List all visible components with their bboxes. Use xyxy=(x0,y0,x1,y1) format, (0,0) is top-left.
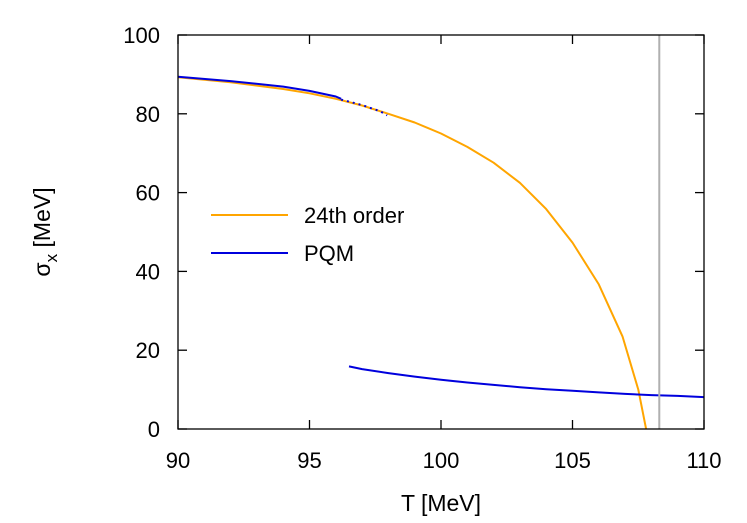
x-axis-label: T [MeV] xyxy=(401,490,481,516)
y-tick-label-0: 0 xyxy=(148,417,160,442)
series-layer xyxy=(178,75,704,429)
y-tick-label-100: 100 xyxy=(123,23,160,48)
y-ticks: 0 20 40 60 80 100 xyxy=(123,23,704,442)
x-tick-label-95: 95 xyxy=(297,448,321,473)
y-axis-label-unit: [MeV] xyxy=(29,187,55,253)
y-tick-label-40: 40 xyxy=(136,259,160,284)
legend-label-pqm: PQM xyxy=(304,241,354,266)
plot-frame xyxy=(177,34,705,430)
legend-label-24th-order: 24th order xyxy=(304,203,404,228)
x-ticks: 90 95 100 105 110 xyxy=(166,35,722,473)
y-axis-label-symbol: σ xyxy=(29,262,55,276)
series-line-pqm-upper xyxy=(178,75,342,100)
x-tick-label-110: 110 xyxy=(686,448,721,473)
y-tick-label-20: 20 xyxy=(136,338,160,363)
series-line-24th-order xyxy=(178,76,648,429)
series-line-pqm-dotted xyxy=(340,98,388,117)
series-line-pqm-lower xyxy=(348,365,704,399)
y-tick-label-80: 80 xyxy=(136,102,160,127)
legend: 24th order PQM xyxy=(211,203,404,266)
x-tick-label-90: 90 xyxy=(166,448,190,473)
y-tick-label-60: 60 xyxy=(136,181,160,206)
y-axis-label: σx [MeV] xyxy=(29,187,61,276)
x-tick-label-100: 100 xyxy=(423,448,460,473)
y-axis-label-subscript: x xyxy=(42,253,61,262)
x-tick-label-105: 105 xyxy=(554,448,591,473)
